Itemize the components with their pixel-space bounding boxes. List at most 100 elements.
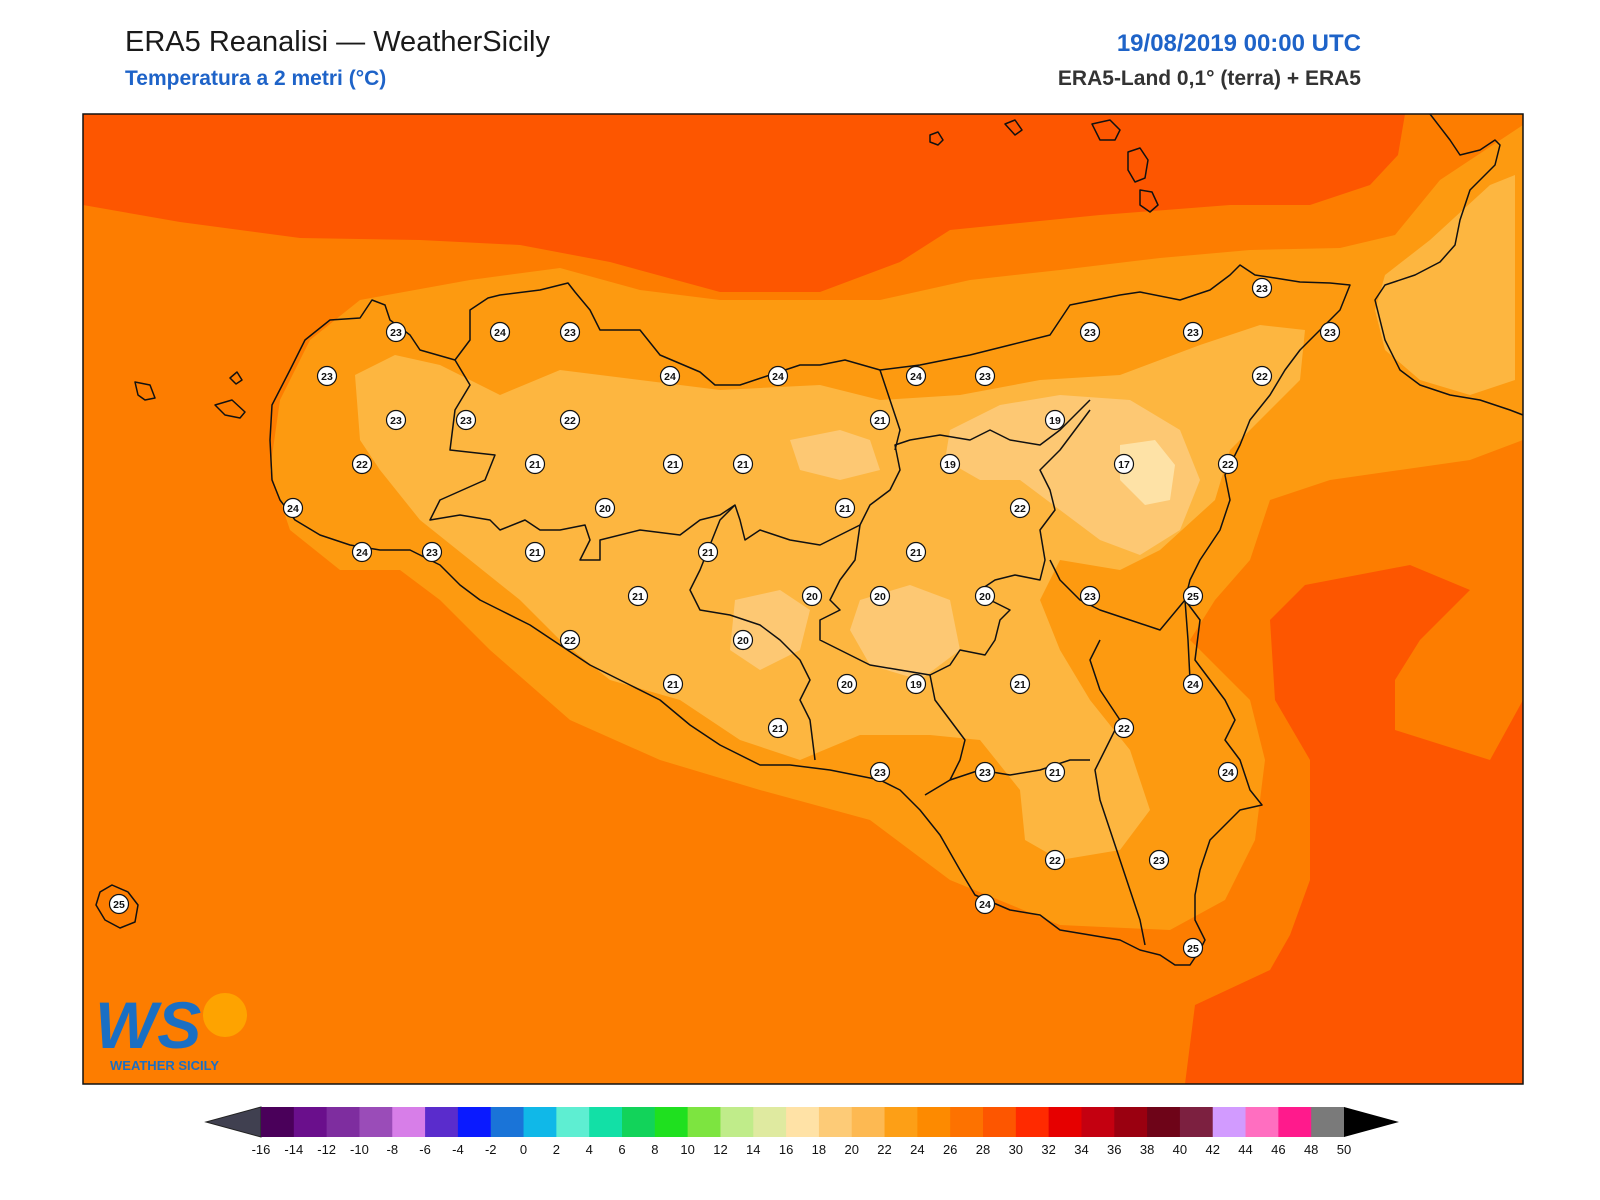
station-value: 23 (1084, 327, 1096, 339)
sicily-outline (269, 264, 1351, 966)
station-marker (351, 541, 373, 563)
station-marker (767, 365, 789, 387)
colorbar-tick-label: 14 (746, 1142, 760, 1157)
colorbar-tick-label: -2 (485, 1142, 497, 1157)
colorbar-segment (1212, 1107, 1247, 1137)
station-label: 23 (316, 365, 338, 387)
station-label: 25 (1182, 585, 1204, 607)
colorbar-segment (425, 1107, 459, 1137)
station-value: 19 (1049, 415, 1061, 427)
colorbar-segment (917, 1107, 951, 1137)
station-label: 23 (974, 761, 996, 783)
station-label: 24 (974, 893, 996, 915)
station-label: 20 (836, 673, 858, 695)
station-value: 24 (979, 899, 991, 911)
colorbar-tick-label: -12 (317, 1142, 336, 1157)
colorbar-segment (622, 1107, 656, 1137)
station-marker (1251, 365, 1273, 387)
colorbar-tick-label: -14 (284, 1142, 303, 1157)
colorbar-segment (818, 1107, 853, 1137)
station-label: 21 (662, 673, 684, 695)
station-marker (1319, 321, 1341, 343)
province-boundary (1184, 599, 1191, 681)
station-marker (108, 893, 130, 915)
station-value: 21 (737, 459, 749, 471)
station-label: 24 (351, 541, 373, 563)
station-marker (662, 673, 684, 695)
station-value: 24 (287, 503, 299, 515)
station-marker (1182, 937, 1204, 959)
station-marker (869, 761, 891, 783)
field-band-20-north (790, 430, 880, 480)
map-title: ERA5 Reanalisi — WeatherSicily (125, 26, 550, 58)
station-label: 23 (385, 409, 407, 431)
station-value: 22 (564, 415, 576, 427)
station-value: 20 (806, 591, 818, 603)
colorbar: -16 -14 -12 -10 -8 -6 -4 -2 0 2 4 6 8 10 12 14 16 18 20 22 2… (204, 1106, 1399, 1157)
temperature-field (83, 114, 1523, 1084)
station-value: 21 (667, 679, 679, 691)
station-value: 21 (667, 459, 679, 471)
station-value: 21 (632, 591, 644, 603)
station-value: 23 (979, 767, 991, 779)
island-pantelleria (95, 884, 139, 929)
colorbar-segment (786, 1107, 820, 1137)
colorbar-tick-label: -4 (452, 1142, 464, 1157)
field-warm-sea-east (1185, 565, 1523, 1084)
province-boundary (879, 369, 901, 451)
station-label: 24 (489, 321, 511, 343)
station-label: 20 (974, 585, 996, 607)
island-lipari (1127, 147, 1149, 183)
station-marker (939, 453, 961, 475)
colorbar-tick-label: 40 (1173, 1142, 1187, 1157)
colorbar-segment (359, 1107, 393, 1137)
colorbar-tick-label: 38 (1140, 1142, 1154, 1157)
colorbar-segment (1114, 1107, 1148, 1137)
station-marker (627, 585, 649, 607)
station-label: 19 (905, 673, 927, 695)
station-value: 23 (390, 415, 402, 427)
station-marker (1113, 717, 1135, 739)
station-label: 20 (594, 497, 616, 519)
station-value: 21 (772, 723, 784, 735)
station-value: 20 (841, 679, 853, 691)
colorbar-tick-label: 32 (1041, 1142, 1055, 1157)
station-value: 20 (979, 591, 991, 603)
station-label: 23 (1319, 321, 1341, 343)
station-label: 22 (1113, 717, 1135, 739)
station-value: 19 (910, 679, 922, 691)
logo-letters: WS (95, 988, 201, 1062)
colorbar-segment (1147, 1107, 1181, 1137)
colorbar-segment (1245, 1107, 1279, 1137)
station-label: 25 (1182, 937, 1204, 959)
station-value: 23 (390, 327, 402, 339)
station-marker (974, 585, 996, 607)
colorbar-segment (687, 1107, 722, 1137)
colorbar-segment (589, 1107, 623, 1137)
station-marker (385, 409, 407, 431)
station-marker (732, 453, 754, 475)
station-marker (974, 893, 996, 915)
station-value: 24 (910, 371, 922, 383)
station-marker (974, 761, 996, 783)
station-label: 21 (627, 585, 649, 607)
colorbar-segment (1048, 1107, 1083, 1137)
station-marker (524, 541, 546, 563)
colorbar-tick-label: 30 (1009, 1142, 1023, 1157)
colorbar-segment (720, 1107, 754, 1137)
station-label: 24 (659, 365, 681, 387)
province-boundary (1089, 639, 1146, 946)
station-value: 24 (1222, 767, 1234, 779)
station-label: 23 (385, 321, 407, 343)
station-marker (1079, 321, 1101, 343)
map-subtitle: Temperatura a 2 metri (°C) (125, 67, 387, 90)
station-label: 19 (1044, 409, 1066, 431)
field-band-22-calabria (1375, 175, 1515, 395)
station-label: 21 (905, 541, 927, 563)
station-value: 23 (1256, 283, 1268, 295)
station-marker (662, 453, 684, 475)
station-marker (869, 409, 891, 431)
station-label: 23 (869, 761, 891, 783)
station-value: 23 (1187, 327, 1199, 339)
colorbar-tick-label: 4 (586, 1142, 593, 1157)
